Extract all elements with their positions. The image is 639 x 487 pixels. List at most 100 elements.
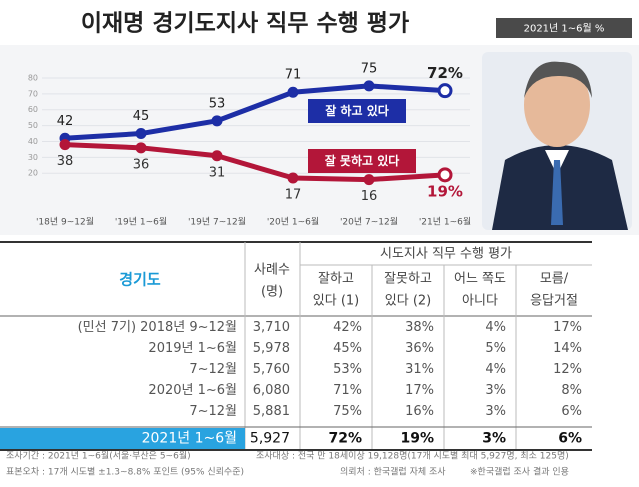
table-column-header: 잘하고 <box>318 272 354 287</box>
table-cell: 16% <box>405 404 434 419</box>
data-label: 53 <box>209 96 226 111</box>
table-column-header: 응답거절 <box>530 294 578 309</box>
x-tick-label: '19년 7~12월 <box>188 216 246 228</box>
row-label: 2020년 1~6월 <box>148 383 237 398</box>
data-point <box>287 172 299 184</box>
legend-label: 잘 하고 있다 <box>325 103 389 118</box>
table-group-header: 시도지사 직무 수행 평가 <box>380 246 512 262</box>
portrait <box>482 52 632 230</box>
table-sample-header: (명) <box>261 285 283 300</box>
portrait-tie <box>551 160 563 225</box>
table-cell: 6% <box>558 431 582 447</box>
data-label: 45 <box>133 109 150 124</box>
table-cell: 3% <box>485 404 506 419</box>
y-tick-label: 60 <box>28 105 38 114</box>
chart-title: 이재명 경기도지사 직무 수행 평가 <box>81 11 409 37</box>
data-label: 42 <box>57 114 74 129</box>
highlight-cell <box>0 428 245 449</box>
table-cell: 12% <box>553 362 582 377</box>
table-column-header: 어느 쪽도 <box>454 272 506 287</box>
table-cell: 36% <box>405 341 434 356</box>
data-point <box>437 83 453 99</box>
data-point <box>211 115 223 127</box>
line-chart: 20 30 40 50 60 70 80 '18년 9~12월 '19년 1~6월 '19년 7~… <box>28 61 471 227</box>
table-cell: 71% <box>333 383 362 398</box>
y-tick-label: 40 <box>28 137 38 146</box>
table-column-header: 있다 (1) <box>313 294 359 309</box>
table-cell: 14% <box>553 341 582 356</box>
table-cell: 53% <box>333 362 362 377</box>
footnote: 조사대상 : 전국 만 18세이상 19,128명(17개 시도별 최대 5,9… <box>256 451 569 462</box>
table-cell: 3,710 <box>253 320 290 335</box>
row-label: 2021년 1~6월 <box>142 431 237 447</box>
table-column-header: 있다 (2) <box>385 294 431 309</box>
series-line <box>64 83 446 141</box>
legend-label: 잘 못하고 있다 <box>325 153 400 168</box>
data-label: 36 <box>133 157 150 172</box>
x-tick-label: '21년 1~6월 <box>419 216 471 228</box>
period-badge-text: 2021년 1~6월 % <box>524 23 605 35</box>
footnote: 조사기간 : 2021년 1~6월(서울·부산은 5~6월) <box>6 450 191 462</box>
notes: 조사기간 : 2021년 1~6월(서울·부산은 5~6월) 조사대상 : 전국 … <box>6 450 569 478</box>
data-point <box>287 86 299 98</box>
data-label: 71 <box>285 68 302 83</box>
data-label: 72% <box>427 64 463 82</box>
x-tick-label: '19년 1~6월 <box>115 216 167 228</box>
table-cell: 6,080 <box>253 383 290 398</box>
table-cell: 4% <box>485 320 506 335</box>
table-sample-header: 사례수 <box>254 263 290 278</box>
data-point <box>135 128 147 140</box>
table-column-header: 잘못하고 <box>384 272 432 287</box>
data-point <box>135 142 147 154</box>
table-cell: 5,881 <box>253 404 290 419</box>
data-label: 75 <box>361 61 378 76</box>
table-cell: 17% <box>553 320 582 335</box>
data-point <box>363 80 375 92</box>
portrait-hair <box>524 61 592 98</box>
period-badge <box>496 18 632 38</box>
x-tick-label: '20년 7~12월 <box>340 216 398 228</box>
y-tick-label: 20 <box>28 169 38 178</box>
y-tick-label: 80 <box>28 73 38 82</box>
data-point <box>437 167 453 183</box>
legend-box <box>308 149 416 173</box>
table-region: 경기도 <box>119 271 161 289</box>
row-label: 2019년 1~6월 <box>148 341 237 356</box>
row-label: 7~12월 <box>189 404 237 419</box>
table-cell: 5,978 <box>253 341 290 356</box>
table-cell: 5,760 <box>253 362 290 377</box>
table-cell: 3% <box>485 383 506 398</box>
table-column-header: 아니다 <box>462 294 498 309</box>
table-cell: 75% <box>333 404 362 419</box>
y-tick-label: 30 <box>28 153 38 162</box>
table-cell: 19% <box>400 431 434 447</box>
portrait-face <box>524 63 590 147</box>
y-tick-label: 70 <box>28 89 38 98</box>
data-label: 31 <box>209 165 226 180</box>
table-column-header: 모름/ <box>540 272 569 287</box>
table-cell: 4% <box>485 362 506 377</box>
data-label: 17 <box>285 188 302 203</box>
table-cell: 8% <box>561 383 582 398</box>
data-label: 38 <box>57 154 74 169</box>
table-cell: 17% <box>405 383 434 398</box>
legend-box <box>308 99 406 123</box>
y-tick-label: 50 <box>28 121 38 130</box>
footnote: ※한국갤럽 조사 결과 인용 <box>470 466 569 478</box>
table-cell: 6% <box>561 404 582 419</box>
data-point <box>211 150 223 162</box>
table-cell: 31% <box>405 362 434 377</box>
table-cell: 5% <box>485 341 506 356</box>
table-cell: 72% <box>328 431 362 447</box>
table-cell: 42% <box>333 320 362 335</box>
row-label: (민선 7기) 2018년 9~12월 <box>78 320 237 335</box>
data-point <box>363 174 375 186</box>
table-cell: 5,927 <box>250 431 290 447</box>
table-cell: 38% <box>405 320 434 335</box>
footnote: 의뢰처 : 한국갤럽 자체 조사 <box>340 466 446 478</box>
data-point <box>59 139 71 151</box>
series-line <box>64 142 446 183</box>
footnote: 표본오차 : 17개 시도별 ±1.3~8.8% 포인트 (95% 신뢰수준) <box>6 466 244 478</box>
